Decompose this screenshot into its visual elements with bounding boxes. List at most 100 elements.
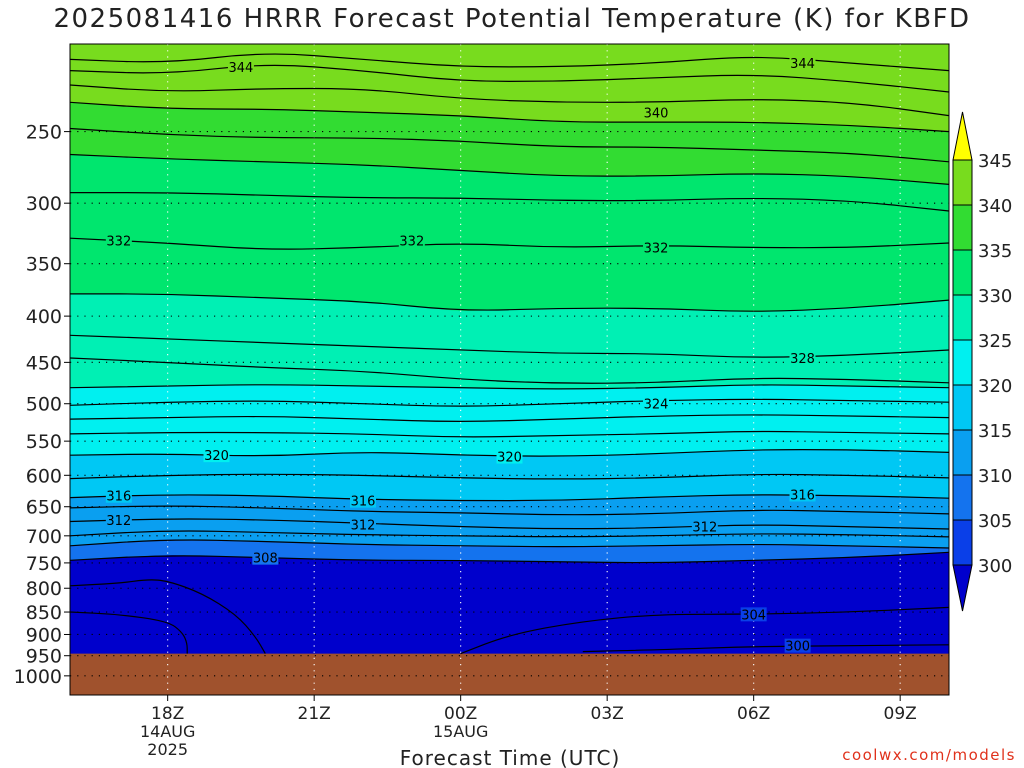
contour-label: 312 — [350, 517, 376, 533]
contour-label: 332 — [398, 233, 425, 250]
contour-label-text: 312 — [351, 518, 376, 533]
y-tick-label: 400 — [26, 306, 62, 328]
contour-label-text: 316 — [790, 488, 815, 503]
colorbar-label: 330 — [978, 286, 1012, 307]
contour-label: 324 — [643, 396, 669, 413]
contour-label: 300 — [784, 638, 811, 655]
x-tick-label: 18Z — [151, 704, 184, 724]
contour-label: 316 — [105, 488, 132, 505]
y-tick-label: 900 — [26, 624, 62, 646]
y-tick-label: 250 — [26, 122, 62, 144]
contour-label-text: 308 — [253, 552, 278, 567]
x-tick-sublabel: 14AUG — [140, 722, 195, 741]
contour-line-311 — [70, 530, 949, 538]
contour-label-text: 328 — [790, 352, 815, 367]
contour-label-text: 304 — [741, 608, 766, 623]
colorbar-segment — [953, 340, 972, 385]
x-tick-label: 21Z — [298, 704, 331, 724]
colorbar-label: 305 — [978, 511, 1012, 532]
contour-label-text: 312 — [106, 514, 131, 529]
contour-line-334 — [70, 191, 949, 212]
colorbar-label: 315 — [978, 421, 1012, 442]
contour-line-330 — [70, 293, 949, 312]
colorbar-label: 320 — [978, 376, 1012, 397]
contour-line-320 — [70, 448, 949, 457]
colorbar-segment — [953, 475, 972, 520]
contour-line-323 — [70, 414, 949, 422]
colorbar: 300 305 310 315 320 325 330 335 340 345 — [952, 111, 1012, 612]
contour-line-310 — [70, 539, 949, 549]
contour-line-312 — [70, 518, 949, 530]
colorbar-segment — [953, 520, 972, 565]
ground-fill — [70, 653, 949, 695]
contour-label: 304 — [740, 607, 767, 623]
colorbar-label: 325 — [978, 331, 1012, 352]
contour-label-text: 316 — [106, 490, 131, 505]
y-tick-label: 750 — [26, 553, 62, 575]
colorbar-arrow-bottom — [952, 564, 973, 612]
watermark: coolwx.com/models — [842, 746, 1016, 764]
contour-label-text: 344 — [229, 61, 254, 76]
contour-label-text: 344 — [790, 57, 815, 72]
contour-label-text: 316 — [351, 495, 376, 510]
colorbar-label: 340 — [978, 196, 1012, 217]
x-tick-label: 03Z — [591, 704, 624, 724]
x-tick-label: 00Z — [444, 704, 477, 724]
y-tick-label: 450 — [26, 352, 62, 374]
contour-label: 340 — [643, 105, 669, 121]
y-tick-label: 850 — [26, 602, 62, 624]
x-tick-label: 09Z — [884, 704, 917, 724]
contour-line-338 — [70, 127, 949, 163]
contour-line-328 — [70, 334, 949, 358]
colorbar-segment — [953, 295, 972, 340]
contour-line-308 — [70, 551, 949, 564]
contour-label: 332 — [643, 240, 669, 257]
colorbar-label: 335 — [978, 241, 1012, 262]
contour-label-text: 332 — [106, 235, 131, 250]
contour-label: 308 — [252, 550, 279, 567]
contour-line-324 — [70, 398, 949, 407]
y-tick-label: 950 — [26, 646, 62, 668]
contour-line-326 — [70, 357, 949, 384]
ground-area — [70, 653, 949, 695]
colorbar-segment — [953, 430, 972, 475]
y-tick-label: 1000 — [14, 666, 62, 688]
colorbar-segment — [953, 250, 972, 295]
contour-label: 344 — [789, 56, 816, 72]
contour-label: 320 — [203, 448, 230, 464]
y-tick-label: 700 — [26, 526, 62, 548]
colorbar-label: 310 — [978, 466, 1012, 487]
contour-line-318 — [70, 473, 949, 480]
contour-label-text: 340 — [644, 106, 669, 121]
y-tick-label: 650 — [26, 497, 62, 519]
y-tick-label: 300 — [26, 193, 62, 215]
contour-line-322 — [70, 430, 949, 438]
contour-label-text: 324 — [644, 398, 669, 413]
chart-title: 2025081416 HRRR Forecast Potential Tempe… — [53, 4, 971, 34]
y-tick-label: 550 — [26, 431, 62, 453]
contour-label: 320 — [496, 449, 523, 466]
contour-line-343 — [70, 64, 949, 93]
x-axis-title: Forecast Time (UTC) — [400, 746, 621, 768]
colorbar-segment — [953, 160, 972, 205]
contour-line-300 — [582, 644, 949, 653]
contour-label: 316 — [350, 493, 376, 510]
contour-line-306 — [70, 579, 266, 654]
colorbar-arrow-top — [952, 111, 973, 161]
contour-label-text: 332 — [399, 235, 424, 250]
contour-line-336 — [70, 153, 949, 185]
contour-line-307 — [70, 611, 188, 654]
contour-label: 344 — [227, 59, 254, 76]
contour-line-304 — [460, 606, 949, 655]
contour-lines — [70, 53, 949, 655]
contour-line-340 — [70, 101, 949, 133]
contour-line-314 — [70, 505, 949, 516]
contour-label-text: 312 — [692, 521, 717, 536]
band-344 — [70, 44, 949, 71]
colorbar-label: 345 — [978, 151, 1012, 172]
x-tick-sublabel: 2025 — [147, 740, 188, 759]
colorbar-label: 300 — [978, 556, 1012, 577]
contour-line-342 — [70, 84, 949, 117]
